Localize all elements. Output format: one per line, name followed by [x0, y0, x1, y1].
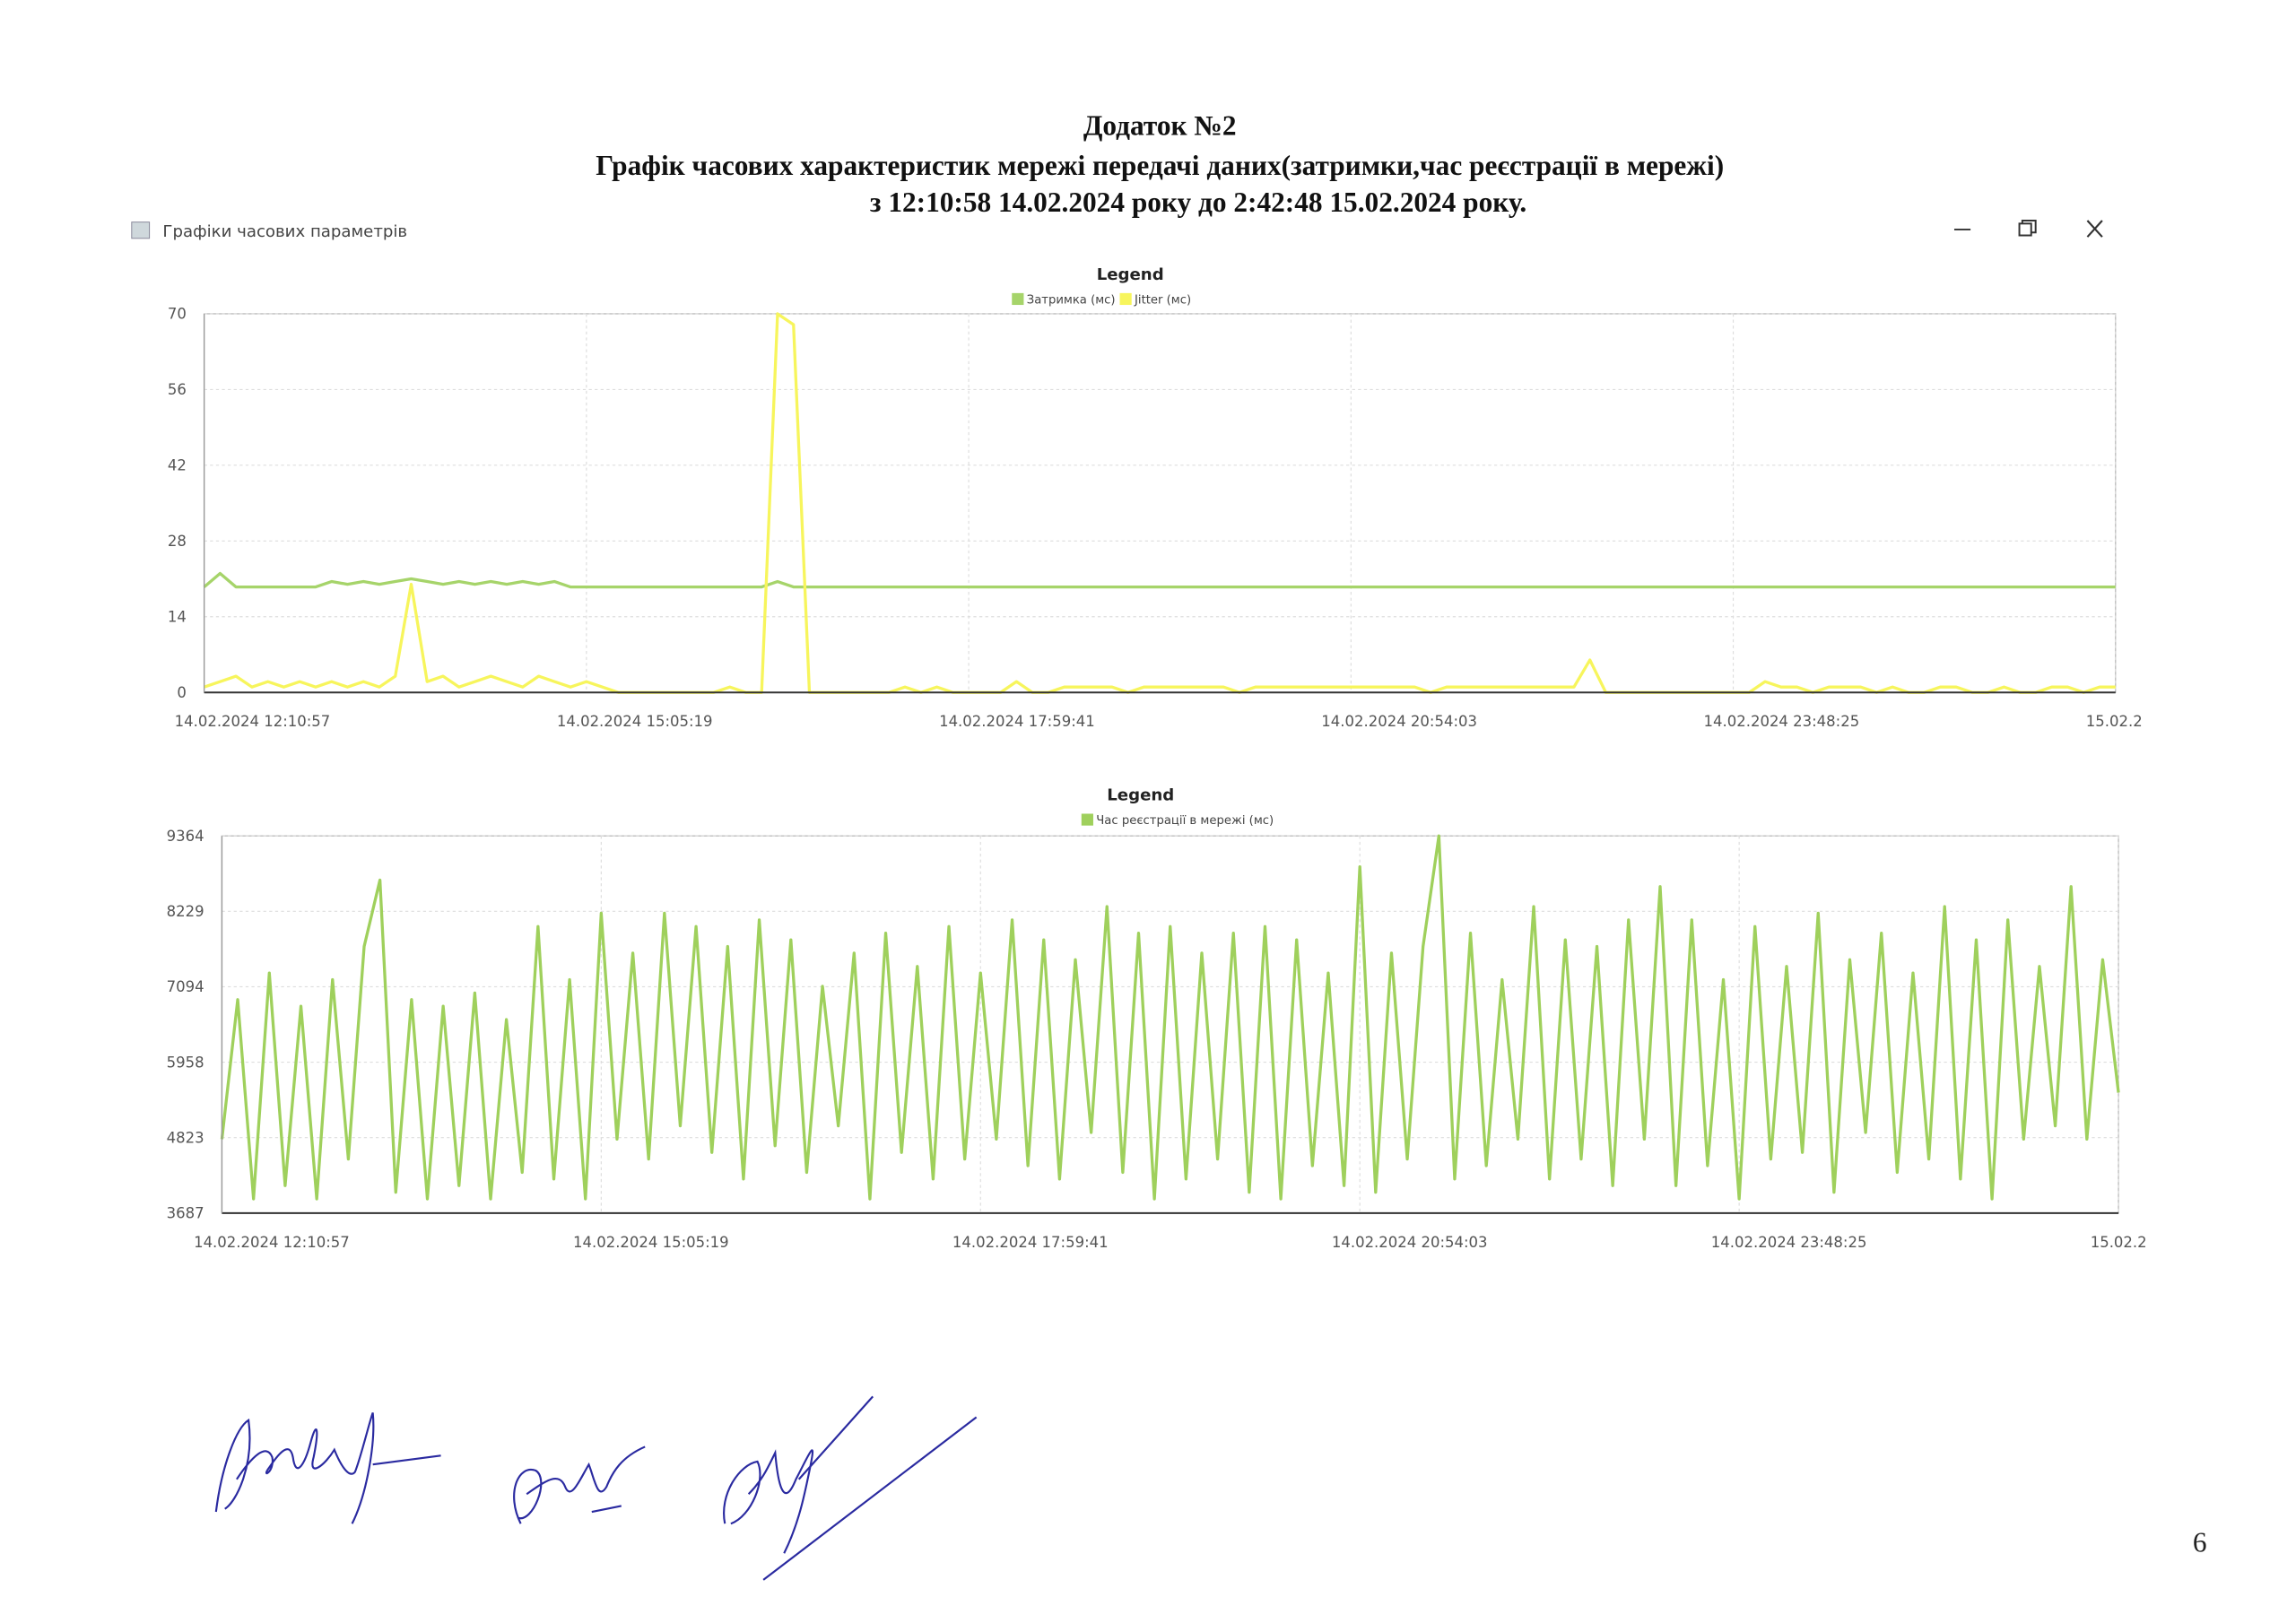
doc-title: Додаток №2 — [1083, 109, 1237, 141]
y-tick-label: 5958 — [167, 1054, 204, 1071]
y-tick-label: 0 — [177, 684, 187, 701]
doc-subtitle: Графік часових характеристик мережі пере… — [596, 150, 1724, 181]
x-tick-label: 15.02.2 — [2091, 1234, 2147, 1251]
legend-swatch — [1012, 292, 1024, 306]
plot-area — [203, 313, 2117, 693]
x-tick-label: 14.02.2024 23:48:25 — [1704, 713, 1860, 730]
data-line — [203, 571, 2116, 589]
y-tick-label: 4823 — [167, 1129, 204, 1146]
legend-label: Затримка (мс) — [1027, 293, 1116, 307]
x-tick-label: 15.02.2 — [2086, 713, 2143, 730]
window-icon — [131, 221, 151, 239]
y-tick-label: 3687 — [167, 1205, 204, 1222]
data-line — [204, 312, 2116, 694]
x-tick-label: 14.02.2024 12:10:57 — [175, 713, 331, 730]
x-tick-label: 14.02.2024 17:59:41 — [952, 1234, 1109, 1251]
legend-label: Час реєстрації в мережі (мс) — [1096, 813, 1274, 828]
chart: Legend Час реєстрації в мережі (мс) 3687 48… — [167, 786, 2147, 1251]
x-tick-label: 14.02.2024 20:54:03 — [1321, 713, 1477, 730]
window-title: Графіки часових параметрів — [162, 222, 407, 241]
y-tick-label: 9364 — [167, 828, 204, 845]
x-tick-label: 14.02.2024 20:54:03 — [1332, 1234, 1488, 1251]
legend-title: Legend — [1107, 786, 1174, 805]
x-tick-label: 14.02.2024 17:59:41 — [939, 713, 1095, 730]
restore-button[interactable] — [2018, 220, 2037, 237]
y-tick-label: 7094 — [167, 978, 204, 995]
doc-period: з 12:10:58 14.02.2024 року до 2:42:48 15… — [870, 187, 1526, 218]
y-tick-label: 28 — [168, 533, 187, 550]
y-tick-label: 14 — [168, 609, 187, 626]
x-tick-label: 14.02.2024 12:10:57 — [194, 1234, 350, 1251]
close-button[interactable] — [2086, 220, 2103, 238]
y-tick-label: 8229 — [167, 903, 204, 920]
y-tick-label: 42 — [168, 457, 187, 474]
legend-title: Legend — [1097, 265, 1164, 284]
data-line — [220, 834, 2120, 1201]
x-tick-label: 14.02.2024 23:48:25 — [1711, 1234, 1867, 1251]
signatures — [214, 1395, 978, 1581]
y-tick-label: 56 — [168, 381, 187, 398]
x-tick-label: 14.02.2024 15:05:19 — [573, 1234, 729, 1251]
charts: Legend Затримка (мс) Jitter (мс) 0 14 28 42 56 7… — [167, 265, 2147, 1251]
legend-swatch — [1081, 813, 1093, 826]
page-number: 6 — [2193, 1527, 2207, 1558]
y-tick-label: 70 — [168, 306, 187, 323]
legend-label: Jitter (мс) — [1134, 293, 1191, 307]
legend-swatch — [1119, 292, 1132, 306]
chart: Legend Затримка (мс) Jitter (мс) 0 14 28 42 56 7… — [168, 265, 2143, 730]
x-tick-label: 14.02.2024 15:05:19 — [557, 713, 713, 730]
